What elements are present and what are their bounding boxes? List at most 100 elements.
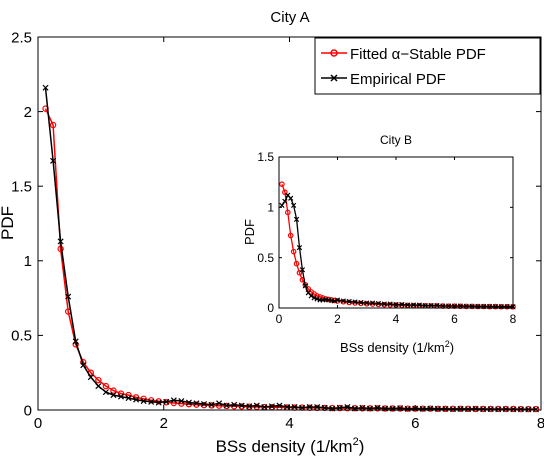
main-point-empirical — [65, 293, 72, 300]
inset-point-empirical — [340, 298, 346, 304]
inset-point-empirical — [399, 301, 405, 308]
inset-point-fitted — [287, 232, 294, 239]
inset-point-fitted — [375, 301, 382, 308]
main-point-fitted — [102, 382, 110, 390]
main-point-empirical — [148, 398, 155, 405]
main-chart: City A 0 2 4 6 8 0 0.5 1 1.5 2 2.5 PDF BSs density… — [0, 9, 544, 456]
inset-point-fitted — [290, 248, 297, 255]
main-point-fitted — [253, 403, 261, 411]
main-point-empirical — [155, 399, 162, 406]
main-point-empirical — [110, 392, 117, 399]
inset-point-empirical — [440, 303, 446, 309]
main-point-empirical — [374, 404, 381, 411]
inset-point-empirical — [387, 301, 393, 307]
inset-x-tick-label: 4 — [393, 312, 400, 326]
main-point-empirical — [72, 338, 79, 345]
main-point-empirical — [480, 406, 487, 413]
inset-point-fitted — [352, 300, 358, 306]
inset-point-empirical — [393, 301, 399, 308]
main-point-empirical — [510, 406, 517, 413]
main-point-empirical — [314, 403, 321, 411]
main-point-empirical — [253, 402, 260, 409]
inset-point-fitted — [293, 260, 300, 267]
inset-point-empirical — [416, 302, 423, 308]
inset-point-fitted — [346, 299, 353, 306]
inset-point-empirical — [428, 302, 434, 309]
main-y-tick-label: 0 — [24, 402, 32, 419]
inset-point-fitted — [387, 302, 393, 308]
main-point-empirical — [102, 389, 109, 396]
inset-point-fitted — [296, 269, 303, 276]
inset-point-empirical — [282, 198, 288, 204]
inset-point-empirical — [352, 299, 358, 305]
inset-point-empirical — [457, 303, 463, 309]
inset-y-tick-label: 1 — [267, 201, 274, 215]
main-point-empirical — [117, 393, 125, 400]
inset-y-axis-label: PDF — [242, 219, 257, 245]
main-x-axis-label-sup: 2 — [353, 436, 359, 448]
inset-point-empirical — [299, 267, 306, 273]
main-point-empirical — [140, 398, 147, 405]
main-point-empirical — [404, 405, 411, 412]
main-y-tick-label: 0.5 — [11, 328, 32, 345]
inset-point-empirical — [288, 195, 294, 201]
main-point-fitted — [49, 121, 57, 129]
main-point-fitted — [185, 400, 193, 408]
inset-point-empirical — [446, 303, 452, 309]
main-point-empirical — [80, 362, 87, 369]
main-point-empirical — [449, 406, 456, 413]
main-x-tick-label: 0 — [34, 415, 42, 432]
inset-point-empirical — [314, 296, 320, 302]
inset-point-empirical — [369, 300, 376, 306]
main-point-empirical — [246, 403, 253, 410]
main-point-empirical — [299, 404, 306, 411]
inset-ticks-layer: 0 2 4 6 8 0 0.5 1 1.5 — [257, 150, 516, 326]
main-point-fitted — [95, 376, 102, 384]
legend: Fitted α−Stable PDF Empirical PDF — [314, 37, 541, 95]
main-point-empirical — [216, 400, 223, 407]
inset-point-empirical — [296, 244, 303, 251]
inset-x-axis-label: BSs density (1/km2) — [340, 339, 454, 355]
main-point-fitted — [230, 403, 238, 410]
inset-point-fitted — [369, 301, 376, 307]
legend-label-empirical: Empirical PDF — [350, 71, 446, 88]
inset-point-empirical — [302, 283, 308, 289]
main-chart-title: City A — [270, 9, 309, 26]
main-point-empirical — [223, 402, 230, 409]
inset-point-empirical — [331, 298, 338, 304]
main-point-empirical — [170, 397, 177, 404]
main-x-axis-label: BSs density (1/km2) — [216, 436, 365, 456]
main-point-empirical — [238, 402, 245, 409]
inset-point-empirical — [308, 293, 314, 299]
inset-x-tick-label: 2 — [334, 312, 341, 326]
inset-x-axis-label-end: ) — [450, 340, 454, 355]
main-series-line-empirical — [44, 87, 536, 411]
legend-marker-empirical — [330, 74, 338, 82]
inset-series-layer — [279, 181, 516, 310]
main-point-empirical — [291, 403, 298, 411]
inset-point-empirical — [405, 302, 411, 308]
main-x-tick-label: 4 — [285, 415, 293, 432]
main-point-empirical — [472, 405, 479, 412]
inset-y-tick-label: 1.5 — [257, 150, 274, 164]
main-point-empirical — [276, 402, 283, 409]
main-point-empirical — [50, 157, 57, 164]
main-point-empirical — [125, 395, 132, 402]
main-y-tick-label: 1 — [24, 253, 32, 270]
inset-point-fitted — [284, 209, 291, 216]
inset-point-fitted — [282, 189, 288, 196]
main-point-empirical — [487, 406, 494, 413]
main-x-tick-label: 6 — [411, 415, 419, 432]
main-point-empirical — [306, 403, 313, 411]
inset-point-fitted — [358, 300, 364, 307]
main-point-empirical — [193, 400, 200, 407]
legend-label-fitted: Fitted α−Stable PDF — [350, 46, 486, 63]
inset-point-empirical — [375, 300, 382, 307]
main-point-fitted — [155, 398, 162, 405]
main-point-empirical — [95, 383, 102, 390]
main-point-empirical — [457, 405, 464, 412]
main-point-empirical — [87, 374, 94, 381]
inset-x-axis-label-sup: 2 — [445, 339, 450, 349]
main-point-empirical — [532, 406, 539, 413]
